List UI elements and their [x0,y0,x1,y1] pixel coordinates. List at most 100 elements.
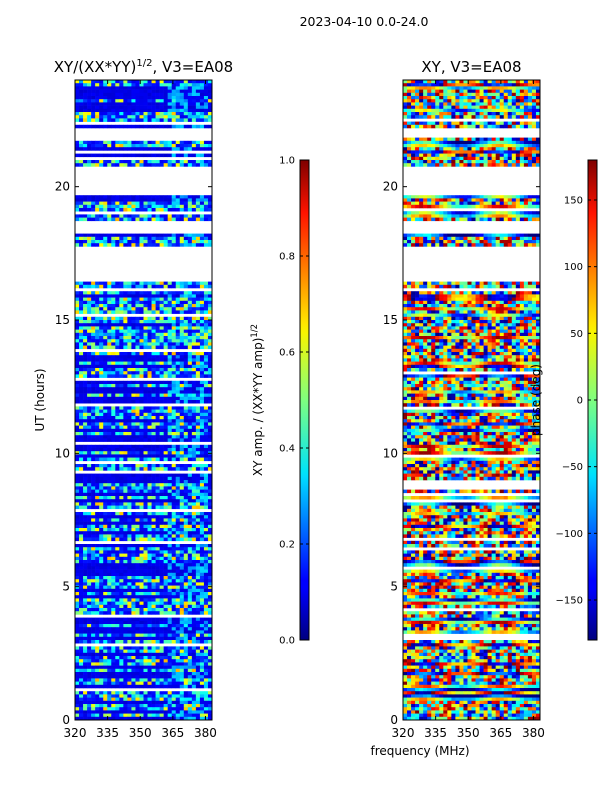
heatmap-cell [79,668,84,673]
heatmap-cell [183,163,189,167]
heatmap-cell [91,297,96,302]
heatmap-cell [179,563,185,567]
heatmap-cell [199,195,205,199]
heatmap-cell [83,604,88,609]
heatmap-cell [191,233,197,238]
heatmap-cell [151,576,156,580]
heatmap-cell [179,284,185,289]
heatmap-cell [179,425,185,430]
heatmap-cell [163,102,168,106]
heatmap-cell [99,624,104,628]
heatmap-cell [115,620,120,625]
heatmap-cell [155,332,160,337]
heatmap-cell [115,476,120,481]
heatmap-cell [107,537,112,542]
heatmap-cell [79,294,84,298]
heatmap-cell [175,582,181,586]
heatmap-cell [131,102,136,106]
heatmap-cell [175,153,181,158]
heatmap-cell [127,374,132,378]
heatmap-cell [127,329,132,334]
heatmap-cell [159,323,164,327]
heatmap-cell [127,371,132,375]
heatmap-cell [167,598,173,602]
heatmap-cell [79,585,84,590]
heatmap-cell [127,547,132,551]
heatmap-cell [87,566,92,570]
heatmap-cell [175,304,181,308]
heatmap-cell [79,601,84,606]
heatmap-cell [167,406,173,410]
heatmap-cell [103,672,108,676]
heatmap-cell [203,329,209,334]
heatmap-cell [175,579,181,583]
heatmap-cell [103,294,108,298]
heatmap-cell [183,355,189,359]
heatmap-cell [191,332,197,337]
heatmap-cell [187,300,193,305]
heatmap-cell [135,281,140,286]
heatmap-cell [91,563,96,567]
heatmap-cell [75,393,80,398]
heatmap-cell [187,240,193,244]
heatmap-cell [111,659,116,663]
heatmap-cell [119,214,124,218]
heatmap-cell [167,668,173,673]
heatmap-cell [195,422,201,426]
heatmap-cell [159,531,164,535]
heatmap-cell [131,217,136,222]
heatmap-cell [91,566,96,570]
heatmap-cell [107,236,112,241]
heatmap-cell [159,236,164,241]
heatmap-cell [199,208,205,212]
heatmap-cell [207,499,212,503]
heatmap-cell [79,630,84,634]
heatmap-cell [119,457,124,462]
heatmap-cell [207,281,212,286]
heatmap-cell [159,444,164,449]
heatmap-cell [139,630,144,634]
heatmap-cell [75,198,80,202]
heatmap-cell [95,505,100,510]
heatmap-cell [155,473,160,478]
heatmap-cell [167,556,173,561]
heatmap-cell [151,620,156,625]
heatmap-cell [119,316,124,321]
heatmap-cell [183,390,189,394]
heatmap-cell [91,332,96,337]
heatmap-cell [135,105,140,110]
heatmap-cell [135,560,140,564]
heatmap-cell [191,361,197,366]
heatmap-cell [187,505,193,510]
heatmap-cell [179,550,185,554]
heatmap-cell [131,505,136,510]
heatmap-cell [103,630,108,634]
heatmap-cell [203,601,209,606]
heatmap-cell [75,297,80,302]
heatmap-cell [99,489,104,494]
heatmap-cell [163,108,168,113]
heatmap-cell [119,617,124,622]
heatmap-cell [135,233,140,238]
heatmap-cell [103,297,108,302]
heatmap-cell [115,489,120,494]
heatmap-cell [87,582,92,586]
heatmap-cell [115,336,120,340]
heatmap-cell [155,496,160,500]
heatmap-cell [75,521,80,526]
heatmap-cell [207,563,212,567]
heatmap-cell [159,86,164,90]
heatmap-cell [151,406,156,410]
heatmap-cell [171,80,177,84]
heatmap-cell [131,160,136,164]
heatmap-cell [131,339,136,343]
heatmap-cell [143,652,148,657]
heatmap-cell [155,640,160,644]
heatmap-cell [95,361,100,366]
heatmap-cell [191,592,197,596]
heatmap-cell [199,374,205,378]
heatmap-cell [147,243,152,247]
heatmap-cell [131,208,136,212]
heatmap-cell [143,201,148,206]
heatmap-cell [147,691,152,695]
